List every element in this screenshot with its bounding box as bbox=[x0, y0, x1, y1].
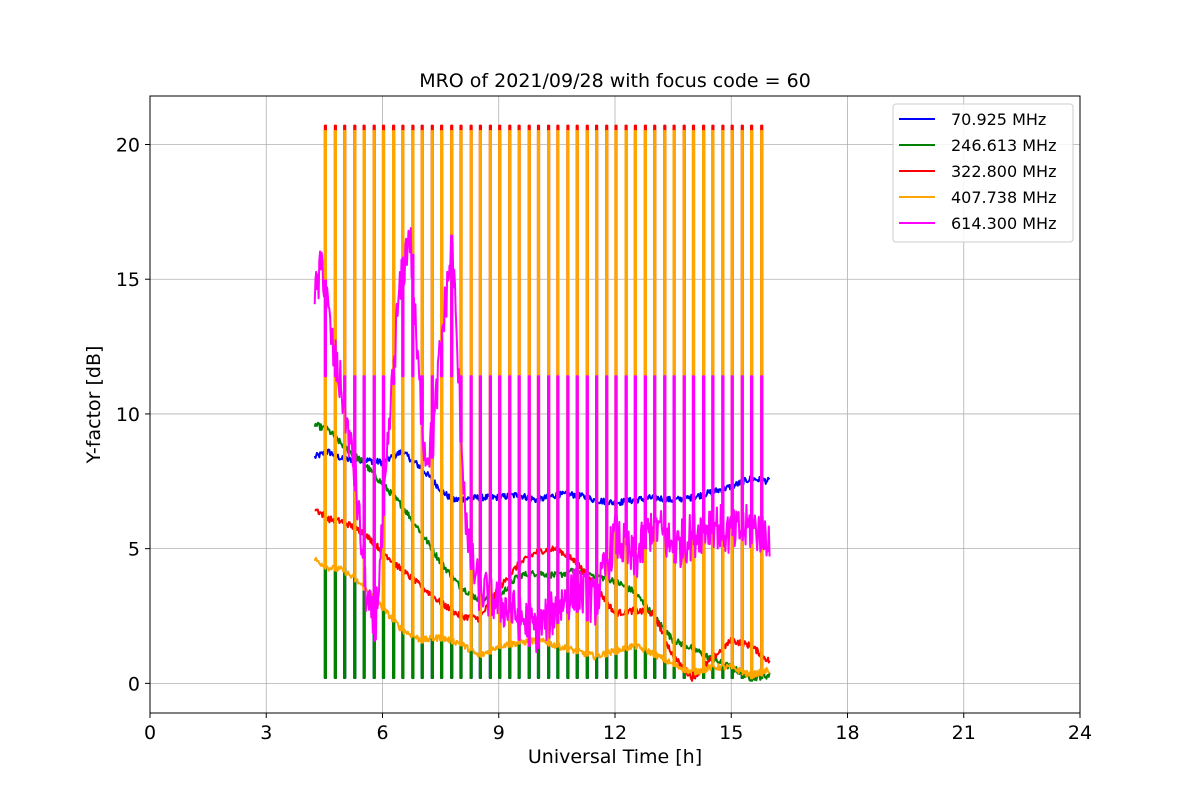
series-5 bbox=[313, 227, 771, 654]
legend-entry-5: 614.300 MHz bbox=[951, 214, 1056, 233]
y-tick-label: 10 bbox=[116, 404, 140, 426]
ticks: 0 3 6 9 12 15 18 21 24 0 5 10 15 20 bbox=[116, 134, 1092, 744]
x-tick-label: 18 bbox=[835, 722, 859, 744]
series-line-4 bbox=[313, 130, 770, 680]
x-axis-label: Universal Time [h] bbox=[528, 746, 702, 768]
series-group bbox=[313, 124, 771, 682]
series-line-5 bbox=[313, 227, 771, 654]
x-tick-label: 0 bbox=[144, 722, 156, 744]
y-tick-label: 0 bbox=[128, 673, 140, 695]
x-tick-label: 24 bbox=[1068, 722, 1092, 744]
y-tick-label: 15 bbox=[116, 269, 140, 291]
x-tick-label: 9 bbox=[493, 722, 505, 744]
legend-box bbox=[892, 103, 1074, 243]
y-tick-label: 5 bbox=[128, 539, 140, 561]
x-tick-label: 15 bbox=[719, 722, 743, 744]
x-tick-label: 21 bbox=[952, 722, 976, 744]
legend: 70.925 MHz 246.613 MHz 322.800 MHz 407.738 … bbox=[892, 103, 1074, 243]
x-tick-label: 6 bbox=[376, 722, 388, 744]
x-tick-label: 12 bbox=[603, 722, 627, 744]
chart-title: MRO of 2021/09/28 with focus code = 60 bbox=[419, 70, 811, 92]
legend-entry-4: 407.738 MHz bbox=[951, 188, 1056, 207]
legend-entry-2: 246.613 MHz bbox=[951, 136, 1056, 155]
x-tick-label: 3 bbox=[260, 722, 272, 744]
series-4 bbox=[313, 130, 770, 680]
legend-entry-1: 70.925 MHz bbox=[951, 110, 1046, 129]
y-tick-label: 20 bbox=[116, 134, 140, 156]
legend-entry-3: 322.800 MHz bbox=[951, 162, 1056, 181]
y-axis-label: Y-factor [dB] bbox=[83, 346, 105, 465]
